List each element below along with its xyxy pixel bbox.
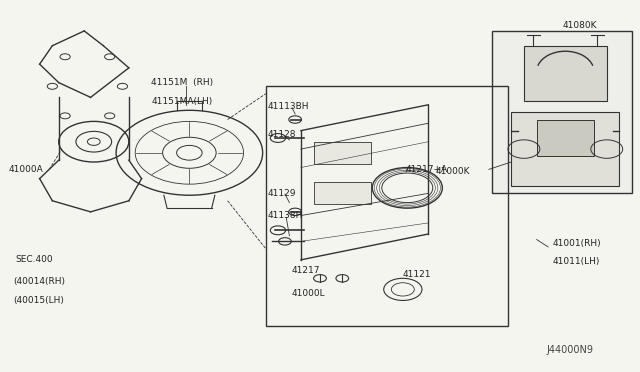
Text: 41217+A: 41217+A (406, 165, 448, 174)
Text: 41000L: 41000L (291, 289, 325, 298)
Text: 41121: 41121 (403, 270, 431, 279)
Bar (314, 182, 371, 205)
Text: SEC.400: SEC.400 (15, 255, 53, 264)
Text: 41151M  (RH): 41151M (RH) (151, 78, 213, 87)
Text: 41011(LH): 41011(LH) (552, 257, 600, 266)
Text: 41138H: 41138H (267, 211, 303, 220)
Text: J44000N9: J44000N9 (546, 345, 593, 355)
Text: 41151MA(LH): 41151MA(LH) (151, 97, 212, 106)
Text: 41001(RH): 41001(RH) (552, 239, 601, 248)
Text: 41129: 41129 (267, 189, 296, 198)
Text: (40014(RH): (40014(RH) (13, 278, 65, 286)
Bar (314, 142, 371, 164)
Polygon shape (524, 46, 607, 101)
Text: 41113BH: 41113BH (267, 102, 308, 111)
Text: (40015(LH): (40015(LH) (13, 296, 64, 305)
Polygon shape (511, 112, 620, 186)
Text: 41080K: 41080K (562, 21, 596, 30)
Polygon shape (537, 119, 594, 157)
Text: 41217: 41217 (291, 266, 320, 275)
Text: 41128: 41128 (267, 130, 296, 139)
Polygon shape (492, 31, 632, 193)
Text: 41000A: 41000A (9, 165, 44, 174)
Text: 41000K: 41000K (435, 167, 470, 176)
